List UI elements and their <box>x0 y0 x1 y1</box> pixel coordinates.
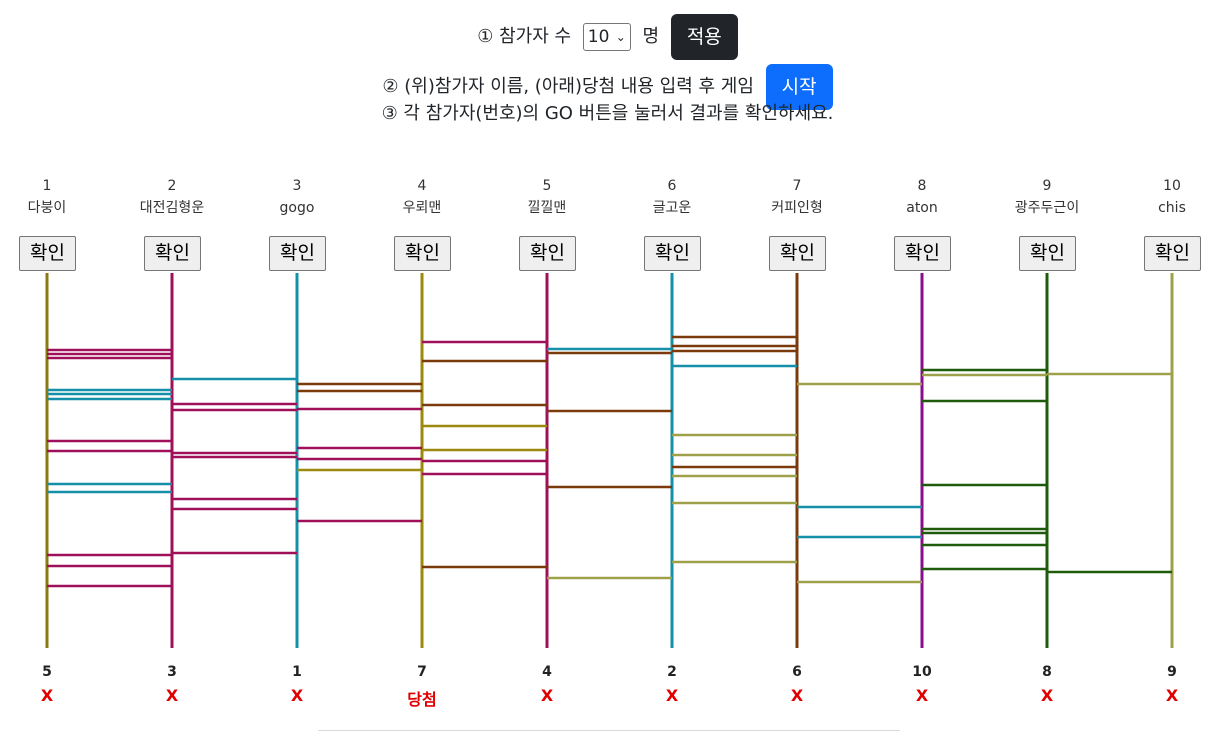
participant-number: 6 <box>667 178 677 194</box>
step1-unit: 명 <box>642 26 660 47</box>
confirm-button[interactable]: 확인 <box>769 236 826 271</box>
participant-number: 5 <box>542 178 552 194</box>
participant-name: 대전김형운 <box>139 200 205 216</box>
confirm-button[interactable]: 확인 <box>519 236 576 271</box>
confirm-button[interactable]: 확인 <box>644 236 701 271</box>
participant-name: 우뢰맨 <box>402 200 442 216</box>
confirm-button[interactable]: 확인 <box>1144 236 1201 271</box>
participant-number: 8 <box>917 178 927 194</box>
result-number: 7 <box>417 664 427 680</box>
result-number: 10 <box>912 664 932 680</box>
result-text: 당첨 <box>407 690 437 709</box>
apply-button[interactable]: 적용 <box>670 14 738 60</box>
participant-count-value: 10 <box>587 27 610 47</box>
start-row: ② (위)참가자 이름, (아래)당첨 내용 입력 후 게임 시작 <box>0 64 1215 110</box>
result-number: 6 <box>792 664 802 680</box>
confirm-button[interactable]: 확인 <box>19 236 76 271</box>
result-text: X <box>40 686 54 705</box>
participant-name: gogo <box>279 200 315 216</box>
result-number: 2 <box>667 664 677 680</box>
participant-number: 3 <box>292 178 302 194</box>
participant-name: 글고운 <box>652 200 692 216</box>
participant-name: aton <box>906 200 938 216</box>
participant-count-select[interactable]: 10 ⌄ <box>582 23 631 51</box>
participant-name: chis <box>1158 200 1186 216</box>
participant-name: 낄낄맨 <box>527 200 567 216</box>
participant-name: 다붕이 <box>27 200 67 216</box>
result-text: X <box>540 686 554 705</box>
participant-number: 4 <box>417 178 427 194</box>
step1-label: ① 참가자 수 <box>477 26 572 47</box>
confirm-button[interactable]: 확인 <box>894 236 951 271</box>
confirm-button[interactable]: 확인 <box>1019 236 1076 271</box>
result-text: X <box>165 686 179 705</box>
result-number: 8 <box>1042 664 1052 680</box>
footer-divider <box>318 730 900 731</box>
participant-count-row: ① 참가자 수 10 ⌄ 명 적용 <box>0 14 1215 60</box>
result-number: 1 <box>292 664 302 680</box>
participant-number: 9 <box>1042 178 1052 194</box>
result-text: X <box>1040 686 1054 705</box>
chevron-down-icon: ⌄ <box>615 30 626 44</box>
participant-number: 7 <box>792 178 802 194</box>
participant-number: 1 <box>42 178 52 194</box>
participant-number: 10 <box>1163 178 1181 194</box>
step2-label: ② (위)참가자 이름, (아래)당첨 내용 입력 후 게임 <box>382 76 754 97</box>
result-text: X <box>790 686 804 705</box>
step3-label: ③ 각 참가자(번호)의 GO 버튼을 눌러서 결과를 확인하세요. <box>381 103 834 124</box>
result-text: X <box>915 686 929 705</box>
result-number: 5 <box>42 664 52 680</box>
participant-number: 2 <box>167 178 177 194</box>
result-number: 9 <box>1167 664 1177 680</box>
result-number: 3 <box>167 664 177 680</box>
result-number: 4 <box>542 664 552 680</box>
confirm-button[interactable]: 확인 <box>144 236 201 271</box>
confirm-button[interactable]: 확인 <box>394 236 451 271</box>
result-text: X <box>1165 686 1179 705</box>
start-button[interactable]: 시작 <box>765 64 833 110</box>
confirm-button[interactable]: 확인 <box>269 236 326 271</box>
result-text: X <box>665 686 679 705</box>
result-text: X <box>290 686 304 705</box>
participant-name: 광주두근이 <box>1014 200 1080 216</box>
participant-name: 커피인형 <box>771 200 823 216</box>
